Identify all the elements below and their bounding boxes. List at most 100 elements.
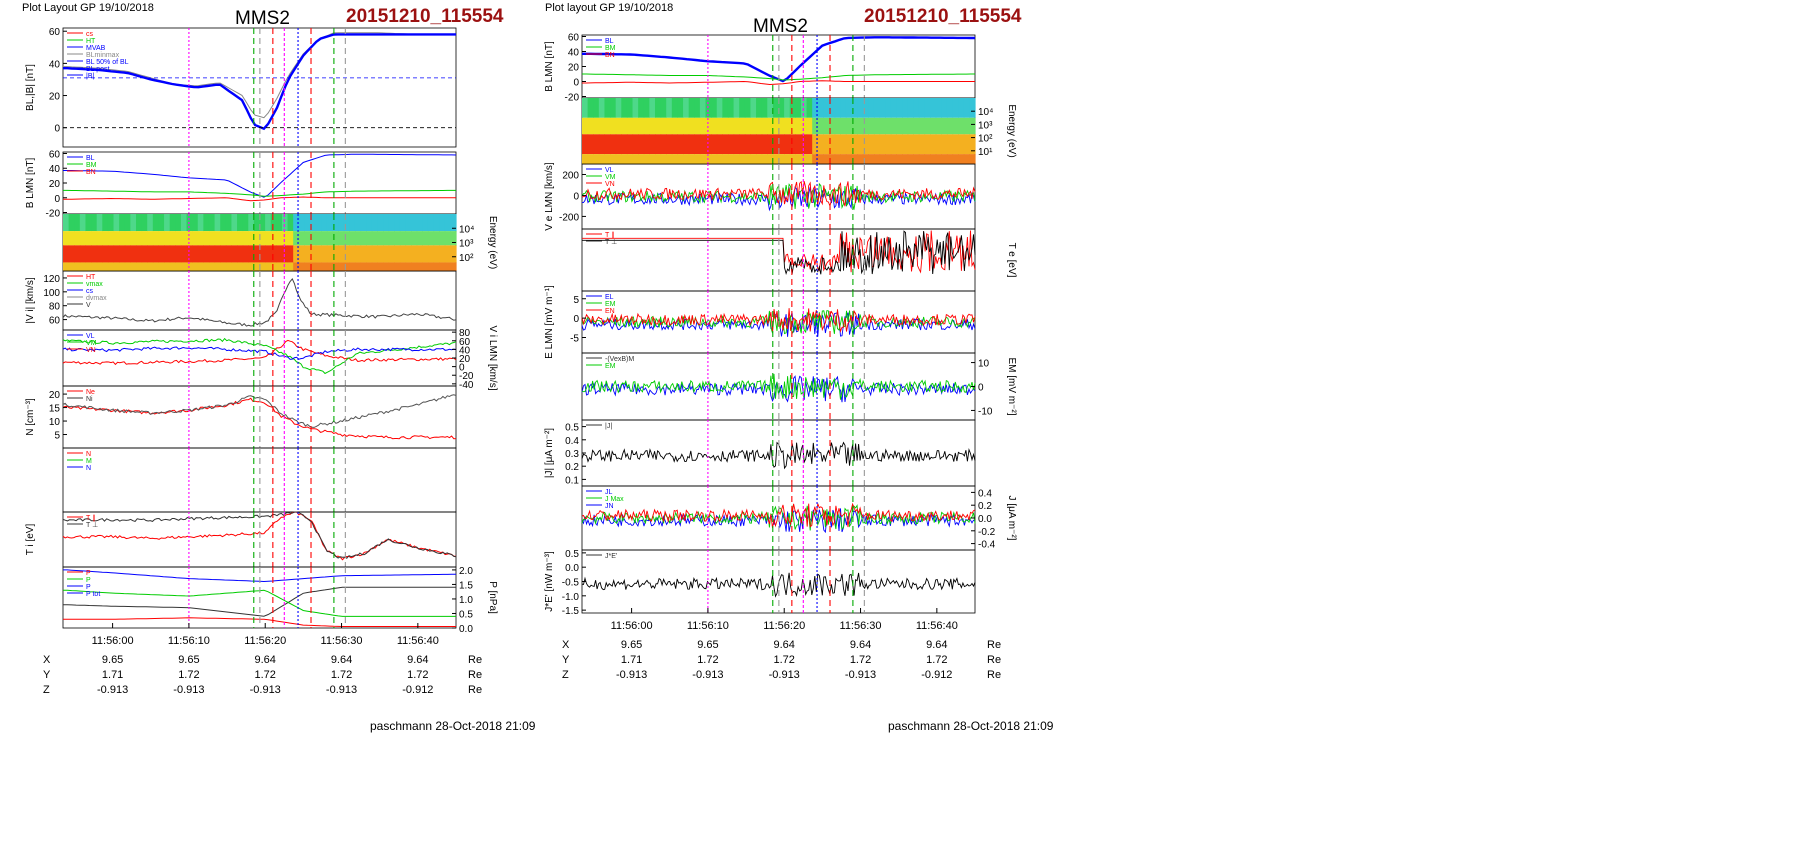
legend-label: BL: [86, 155, 95, 162]
y-axis-label: Energy (eV): [1006, 104, 1017, 157]
y-tick-label: 60: [49, 149, 61, 160]
orbit-value: -0.912: [921, 669, 952, 681]
spectrogram-cell: [638, 117, 645, 135]
spectrogram-cell: [784, 134, 791, 155]
spectrogram-cell: [643, 154, 650, 164]
y-tick-label: 40: [568, 48, 580, 59]
spectrogram-cell: [918, 98, 926, 118]
spectrogram-cell: [237, 262, 244, 271]
spectrogram-cell: [683, 117, 690, 135]
spectrogram-cell: [671, 134, 679, 155]
spectrogram-cell: [812, 134, 819, 155]
spectrogram-cell: [621, 98, 628, 118]
spectrogram-cell: [610, 154, 617, 164]
spectrogram-cell: [107, 214, 115, 232]
legend-label: BM: [605, 45, 616, 52]
spectrogram-cell: [68, 245, 75, 263]
legend-label: |B|: [86, 73, 94, 80]
legend-label: J*E': [605, 553, 617, 560]
spectrogram-cell: [310, 245, 317, 263]
spectrogram-cell: [164, 231, 171, 246]
spectrogram-cell: [654, 117, 662, 135]
spectrogram-cell: [265, 262, 272, 271]
spectrogram-cell: [963, 117, 970, 135]
spectrogram-cell: [164, 214, 171, 232]
series-line: [63, 33, 456, 131]
spectrogram-cell: [744, 154, 752, 164]
spectrogram-cell: [259, 214, 266, 232]
y-tick-label: 40: [49, 164, 61, 175]
legend-label: -(VexB)M: [605, 356, 634, 363]
spectrogram-cell: [896, 117, 903, 135]
spectrogram-cell: [338, 245, 345, 263]
spectrogram-cell: [298, 262, 306, 271]
spectrogram-cell: [383, 231, 390, 246]
y-tick-label: 1.0: [459, 595, 473, 606]
spectrogram-cell: [63, 231, 70, 246]
spectrogram-cell: [638, 154, 645, 164]
orbit-row-label: Y: [43, 669, 51, 681]
spectrogram-cell: [705, 98, 712, 118]
spectrogram-cell: [270, 231, 277, 246]
event-id-right: 20151210_115554: [864, 6, 1022, 27]
orbit-value: 9.64: [850, 639, 871, 651]
spectrogram-cell: [293, 262, 300, 271]
spectrogram-cell: [935, 98, 942, 118]
spectrogram-cell: [298, 231, 306, 246]
spectrogram-cell: [604, 117, 611, 135]
y-tick-label: 80: [459, 328, 471, 339]
spectrogram-cell: [107, 231, 115, 246]
spectrogram-cell: [902, 117, 909, 135]
spectrogram-cell: [761, 98, 768, 118]
spectrogram-cell: [276, 231, 283, 246]
legend-label: T ∥: [605, 231, 615, 239]
legend-label: cs: [86, 31, 94, 38]
legend-label: vmax: [86, 281, 103, 288]
spectrogram-cell: [102, 245, 109, 263]
spectrogram-cell: [208, 231, 216, 246]
spectrogram-cell: [119, 214, 126, 232]
y-axis-label: V e LMN [km/s]: [544, 162, 555, 231]
orbit-value: 9.64: [774, 639, 795, 651]
spectrogram-cell: [857, 154, 864, 164]
spectrogram-cell: [349, 262, 356, 271]
spectrogram-cell: [399, 214, 407, 232]
orbit-unit: Re: [468, 654, 482, 666]
y-tick-label: 0: [54, 194, 60, 205]
spectrogram-cell: [795, 117, 802, 135]
y-tick-label: -0.4: [978, 540, 996, 551]
spectrogram-cell: [733, 98, 740, 118]
spectrogram-cell: [444, 262, 451, 271]
spectrogram-cell: [924, 134, 931, 155]
spectrogram-cell: [582, 134, 589, 155]
spectrogram-cell: [175, 245, 182, 263]
spectrogram-cell: [411, 262, 418, 271]
y-tick-label: 0.5: [459, 609, 473, 620]
y-axis-label: BL,|B| [nT]: [25, 64, 36, 111]
spectrogram-cell: [705, 154, 712, 164]
spectrogram-cell: [840, 98, 847, 118]
spectrogram-cell: [107, 262, 115, 271]
spectrogram-cell: [660, 154, 667, 164]
spectrogram-cell: [450, 231, 457, 246]
spectrogram-cell: [388, 214, 395, 232]
y-tick-label: 10¹: [978, 147, 993, 158]
spectrogram-cell: [705, 134, 712, 155]
legend-label: BLminmax: [86, 52, 120, 59]
orbit-value: 1.72: [407, 669, 428, 681]
spectrogram-cell: [840, 117, 847, 135]
spectrogram-cell: [208, 262, 216, 271]
spectrogram-cell: [649, 134, 656, 155]
spectrogram-cell: [416, 231, 423, 246]
spectrogram-cell: [220, 231, 227, 246]
spectrogram-cell: [885, 98, 892, 118]
spectrogram-cell: [360, 262, 367, 271]
orbit-row-label: Z: [43, 684, 50, 696]
spectrogram-cell: [192, 231, 199, 246]
spectrogram-cell: [727, 98, 735, 118]
spectrogram-cell: [237, 245, 244, 263]
spectrogram-cell: [113, 245, 120, 263]
spectrogram-cell: [756, 117, 763, 135]
spectrogram-cell: [688, 154, 695, 164]
spectrogram-cell: [253, 214, 261, 232]
